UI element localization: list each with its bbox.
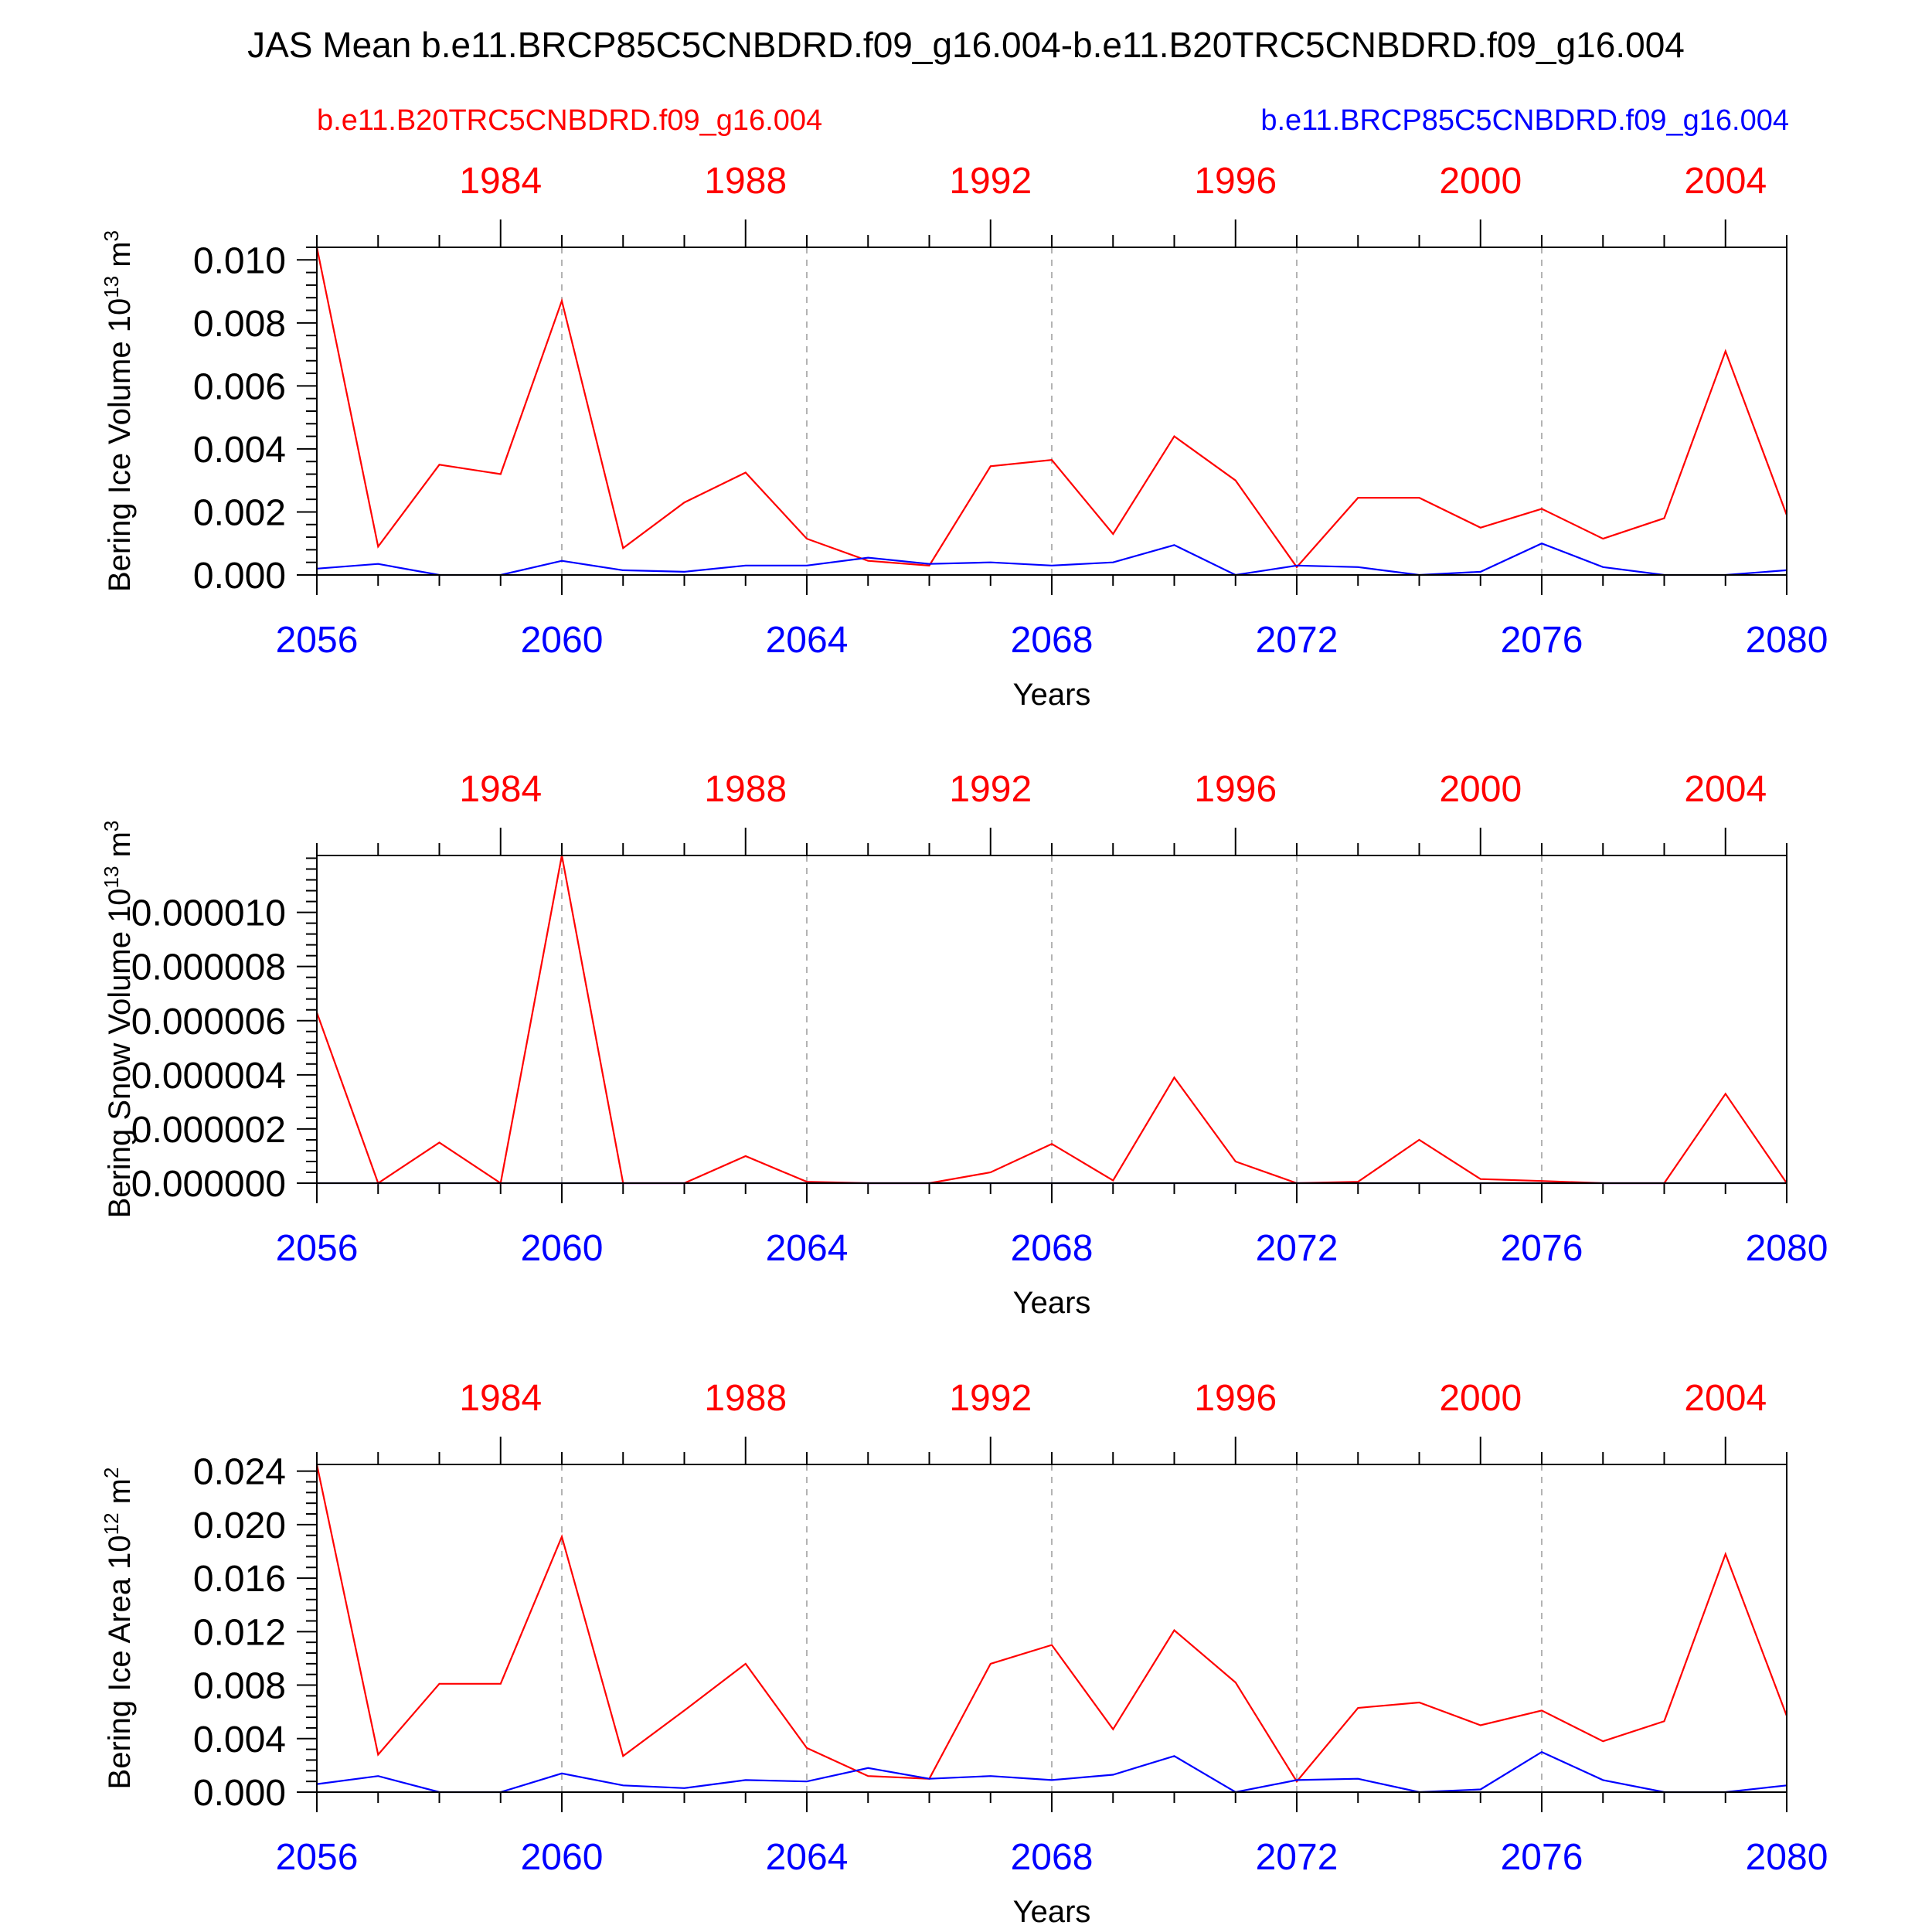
figure-title: JAS Mean b.e11.BRCP85C5CNBDRD.f09_g16.00… (247, 25, 1685, 65)
snow-volume-y-axis-label: Bering Snow Volume 1013 m3 (100, 821, 137, 1219)
ice-volume-x-tick-label: 2056 (276, 620, 359, 661)
legend-blue-label: b.e11.BRCP85C5CNBDRD.f09_g16.004 (1260, 104, 1789, 137)
ice-area-y-tick-label: 0.000 (193, 1773, 286, 1814)
ice-area-y-axis-label: Bering Ice Area 1012 m2 (100, 1468, 137, 1790)
ice-volume-y-axis-label: Bering Ice Volume 1013 m3 (100, 230, 137, 592)
snow-volume-x-tick-label: 2076 (1501, 1228, 1583, 1269)
panel-snow-volume: 0.000000 0.000002 0.000004 0.000006 0.000008… (100, 769, 1828, 1320)
snow-volume-plot-frame (316, 855, 1787, 1184)
ice-volume-x-tick-label: 2068 (1011, 620, 1094, 661)
snow-volume-x-tick-label: 2072 (1256, 1228, 1338, 1269)
ice-area-top-tick-label: 1988 (704, 1378, 787, 1419)
snow-volume-top-tick-label: 1988 (704, 769, 787, 810)
snow-volume-x-axis-label: Years (1013, 1286, 1091, 1320)
ice-volume-x-tick-label: 2072 (1256, 620, 1338, 661)
snow-volume-top-tick-label: 1996 (1194, 769, 1277, 810)
ice-area-top-tick-label: 2000 (1439, 1378, 1522, 1419)
ice-volume-y-tick-label: 0.006 (193, 366, 286, 407)
ice-volume-x-tick-label: 2060 (521, 620, 604, 661)
snow-volume-x-tick-label: 2056 (276, 1228, 359, 1269)
ice-area-series-blue-line (316, 1750, 1787, 1794)
ice-area-x-axis-label: Years (1013, 1895, 1091, 1929)
ice-area-x-tick-label: 2080 (1746, 1837, 1828, 1878)
ice-area-top-tick-label: 1996 (1194, 1378, 1277, 1419)
ice-volume-y-tick-label: 0.000 (193, 556, 286, 597)
snow-volume-y-tick-label: 0.000006 (131, 1002, 286, 1043)
ice-volume-top-tick-label: 1996 (1194, 161, 1277, 202)
ice-area-series-red-line (315, 1464, 1788, 1784)
snow-volume-top-tick-label: 2000 (1439, 769, 1522, 810)
ice-area-y-tick-label: 0.016 (193, 1559, 286, 1600)
ice-area-x-tick-label: 2060 (521, 1837, 604, 1878)
ice-volume-top-tick-label: 1988 (704, 161, 787, 202)
ice-area-x-tick-label: 2064 (766, 1837, 849, 1878)
ice-area-plot-frame (316, 1464, 1787, 1793)
panel-ice-area: 0.000 0.004 0.008 0.012 0.016 0.020 0.024 2056 2… (100, 1378, 1828, 1929)
ice-volume-series-red-line (315, 247, 1788, 569)
ice-area-y-tick-label: 0.008 (193, 1666, 286, 1707)
ice-volume-x-tick-label: 2080 (1746, 620, 1828, 661)
ice-area-x-tick-label: 2056 (276, 1837, 359, 1878)
ice-volume-x-tick-label: 2064 (766, 620, 849, 661)
snow-volume-top-tick-label: 1992 (949, 769, 1032, 810)
ice-volume-y-tick-label: 0.010 (193, 240, 286, 281)
ice-area-y-tick-label: 0.024 (193, 1452, 286, 1493)
snow-volume-y-tick-label: 0.000010 (131, 893, 286, 934)
ice-volume-y-tick-label: 0.002 (193, 492, 286, 533)
ice-volume-x-axis-label: Years (1013, 678, 1091, 712)
legend-red-label: b.e11.B20TRC5CNBDRD.f09_g16.004 (317, 104, 822, 137)
ice-area-y-tick-label: 0.004 (193, 1719, 286, 1760)
ice-volume-y-tick-label: 0.008 (193, 304, 286, 345)
snow-volume-y-tick-label: 0.000008 (131, 947, 286, 988)
ice-area-y-tick-label: 0.012 (193, 1612, 286, 1653)
ice-volume-top-tick-label: 1992 (949, 161, 1032, 202)
ice-volume-y-tick-label: 0.004 (193, 430, 286, 471)
snow-volume-top-tick-label: 1984 (459, 769, 542, 810)
ice-area-x-tick-label: 2068 (1011, 1837, 1094, 1878)
snow-volume-x-tick-label: 2080 (1746, 1228, 1828, 1269)
ice-volume-series-blue-line (316, 543, 1787, 577)
ice-volume-top-tick-label: 1984 (459, 161, 542, 202)
ice-area-x-tick-label: 2072 (1256, 1837, 1338, 1878)
ice-area-y-tick-label: 0.020 (193, 1505, 286, 1546)
ice-area-x-tick-label: 2076 (1501, 1837, 1583, 1878)
ice-area-top-tick-label: 1984 (459, 1378, 542, 1419)
panel-ice-volume: 0.000 0.002 0.004 0.006 0.008 0.010 2056 2060 20… (100, 161, 1828, 712)
ice-area-top-tick-label: 1992 (949, 1378, 1032, 1419)
ice-volume-top-tick-label: 2000 (1439, 161, 1522, 202)
snow-volume-x-tick-label: 2064 (766, 1228, 849, 1269)
snow-volume-y-tick-label: 0.000002 (131, 1110, 286, 1151)
ice-volume-x-tick-label: 2076 (1501, 620, 1583, 661)
ice-area-top-tick-label: 2004 (1684, 1378, 1767, 1419)
snow-volume-top-tick-label: 2004 (1684, 769, 1767, 810)
snow-volume-y-tick-label: 0.000004 (131, 1056, 286, 1097)
snow-volume-y-tick-label: 0.000000 (131, 1164, 286, 1205)
snow-volume-x-tick-label: 2060 (521, 1228, 604, 1269)
ice-volume-plot-frame (316, 247, 1787, 576)
ice-volume-top-tick-label: 2004 (1684, 161, 1767, 202)
snow-volume-x-tick-label: 2068 (1011, 1228, 1094, 1269)
